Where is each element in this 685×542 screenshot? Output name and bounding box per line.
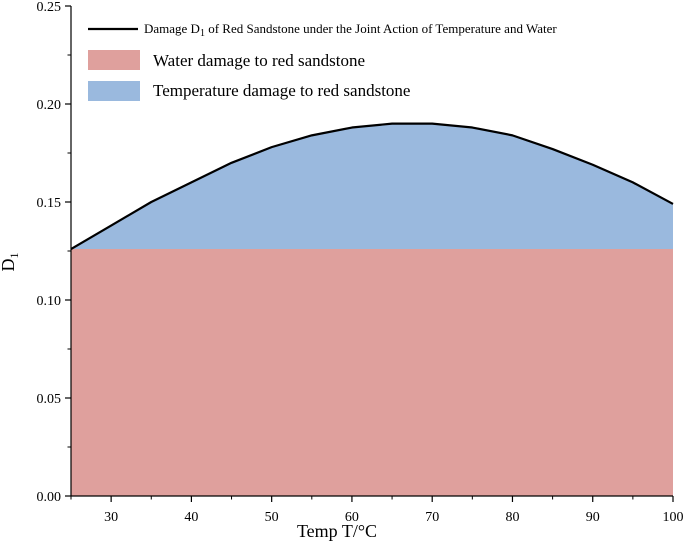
y-axis-title: D1	[0, 253, 21, 272]
ticks: 30 40 50 60 70 80 90 100 0.00 0.05 0.10 0.15 0.20 0.2…	[37, 0, 684, 525]
legend-swatch-temperature	[88, 81, 140, 101]
y-tick-label: 0.10	[37, 294, 62, 309]
x-tick-label: 40	[184, 510, 198, 525]
damage-line-group	[70, 122, 674, 250]
x-tick-label: 100	[663, 510, 684, 525]
legend-label-temperature: Temperature damage to red sandstone	[153, 81, 410, 100]
x-tick-label: 30	[104, 510, 118, 525]
x-tick-label: 70	[425, 510, 439, 525]
legend-label-damage-rest: of Red Sandstone under the Joint Action …	[205, 21, 557, 36]
y-tick-label: 0.20	[37, 98, 62, 113]
x-tick-label: 60	[345, 510, 359, 525]
x-axis-title: Temp T/°C	[297, 521, 377, 541]
y-axis-title-main: D	[0, 259, 18, 272]
y-tick-label: 0.05	[37, 392, 62, 407]
x-tick-label: 90	[586, 510, 600, 525]
legend-label-water: Water damage to red sandstone	[153, 51, 365, 70]
x-tick-label: 80	[505, 510, 519, 525]
damage-line	[70, 122, 674, 250]
y-tick-label: 0.25	[37, 0, 62, 15]
x-tick-label: 50	[265, 510, 279, 525]
legend-swatch-water	[88, 50, 140, 70]
y-axis-title-sub: 1	[7, 253, 21, 259]
area-fills	[71, 123, 673, 496]
y-tick-label: 0.00	[37, 490, 62, 505]
y-tick-label: 0.15	[37, 196, 62, 211]
legend: Damage D1 of Red Sandstone under the Joi…	[88, 21, 557, 101]
area-temperature-damage	[71, 123, 673, 250]
legend-label-damage-line: Damage D1 of Red Sandstone under the Joi…	[144, 21, 557, 39]
legend-label-damage-main: Damage D	[144, 21, 200, 36]
area-water-damage	[71, 249, 673, 496]
legend-label-damage-sub: 1	[200, 28, 205, 39]
